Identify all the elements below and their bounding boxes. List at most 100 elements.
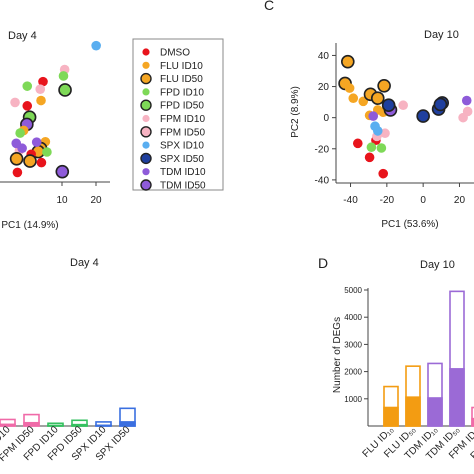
pca-day4-xlabel: PC1 (14.9%) — [1, 220, 58, 231]
ytick-label: 20 — [318, 82, 330, 93]
legend-marker — [140, 99, 152, 111]
bar-fill — [471, 417, 474, 427]
deg-day4-title: Day 4 — [70, 257, 99, 269]
pca-day10-ylabel: PC2 (8.9%) — [290, 86, 301, 138]
legend-box — [132, 38, 224, 191]
bar-fill — [449, 368, 465, 427]
legend-label: FLU ID10 — [160, 61, 203, 72]
scatter-point — [58, 71, 69, 81]
scatter-point — [31, 137, 42, 147]
scatter-point — [11, 138, 22, 149]
scatter-point — [36, 95, 46, 106]
legend-label: SPX ID10 — [160, 141, 204, 152]
legend-marker — [140, 179, 152, 191]
scatter-point — [344, 83, 355, 93]
ytick-label: -40 — [315, 175, 330, 186]
legend-marker — [142, 88, 150, 96]
scatter-point — [378, 168, 389, 179]
ytick-label: 0 — [323, 113, 329, 124]
scatter-point — [381, 98, 396, 113]
scatter-point — [38, 76, 48, 87]
legend-marker — [140, 152, 152, 165]
scatter-point — [91, 40, 101, 51]
xtick-label: -20 — [380, 195, 395, 206]
ytick-label: 40 — [318, 51, 330, 62]
scatter-point — [380, 128, 390, 139]
legend-label: FPD ID50 — [160, 101, 204, 112]
bar-fill — [23, 421, 40, 427]
bar-fill — [95, 424, 112, 427]
legend: DMSO FLU ID10 FLU ID50 FPD ID10 FPD ID50 FPM … — [132, 38, 224, 192]
legend-label: FPM ID10 — [160, 114, 205, 125]
scatter-point — [458, 112, 468, 123]
pca-day10-title: Day 10 — [424, 29, 459, 41]
pca-day4-xtick: 20 — [90, 195, 102, 206]
scatter-point — [35, 84, 46, 94]
deg-day10-ticks: 5000 4000 3000 2000 1000 — [344, 286, 368, 404]
legend-label: FPM ID50 — [160, 127, 205, 138]
pca-day4-xtick: 10 — [56, 195, 68, 206]
scatter-point — [416, 109, 430, 123]
panel-letter-c: C — [264, 0, 274, 13]
scatter-point — [12, 167, 23, 178]
ytick-label: -20 — [315, 144, 330, 155]
scatter-point — [22, 101, 33, 111]
scatter-point — [58, 83, 72, 97]
scatter-point — [366, 142, 377, 153]
xtick-label: 0 — [420, 195, 426, 206]
legend-marker — [140, 126, 152, 138]
legend-label: FLU ID50 — [160, 74, 203, 85]
scatter-point — [352, 138, 363, 149]
ytick-label: 1000 — [344, 395, 362, 404]
ytick-label: 4000 — [344, 313, 362, 322]
scatter-point — [42, 147, 52, 157]
xtick-label: -40 — [343, 195, 358, 206]
bar-fill — [71, 423, 88, 427]
ytick-label: 3000 — [344, 340, 362, 349]
bar-total — [471, 406, 474, 427]
legend-marker — [140, 72, 152, 85]
scatter-point — [368, 111, 379, 121]
scatter-point — [15, 128, 25, 138]
bar-fill — [0, 423, 16, 427]
scatter-point — [364, 152, 375, 163]
legend-label: TDM ID50 — [160, 181, 206, 192]
legend-marker — [142, 61, 150, 69]
pca-day4-points — [9, 40, 101, 179]
scatter-point — [55, 164, 70, 179]
scatter-point — [376, 143, 387, 153]
legend-marker — [142, 141, 150, 149]
bar-fill — [427, 397, 443, 427]
legend-label: SPX ID50 — [160, 154, 204, 165]
deg-day10-panel: D Day 10 Number of DEGs 5000 4000 3000 2000… — [318, 255, 474, 462]
scatter-point — [9, 152, 24, 166]
xtick-label: 20 — [454, 195, 466, 206]
legend-marker — [142, 48, 150, 56]
legend-marker — [142, 114, 150, 123]
deg-day10-ylabel: Number of DEGs — [332, 317, 343, 393]
scatter-point — [36, 157, 47, 168]
legend-label: TDM ID10 — [160, 167, 206, 178]
scatter-point — [370, 91, 385, 106]
scatter-point — [341, 54, 355, 69]
pca-day4-panel: Day 4 10 20 PC1 (14.9%) — [0, 30, 110, 231]
scatter-point — [10, 97, 20, 108]
ytick-label: 2000 — [344, 368, 362, 377]
pca-day10-points — [338, 54, 473, 179]
scatter-point — [461, 95, 472, 106]
deg-day10-title: Day 10 — [420, 259, 455, 271]
scatter-point — [22, 81, 33, 91]
legend-items: DMSO FLU ID10 FLU ID50 FPD ID10 FPD ID50 FPM … — [140, 48, 206, 192]
scatter-point — [398, 100, 408, 111]
bar-fill — [405, 396, 421, 427]
scatter-point — [370, 121, 380, 132]
scatter-point — [348, 93, 359, 104]
bar-fill — [383, 406, 399, 427]
legend-label: FPD ID10 — [160, 87, 204, 98]
scatter-point — [23, 154, 37, 168]
bar-fill — [119, 421, 136, 427]
ytick-label: 5000 — [344, 286, 362, 295]
pca-day10-xlabel: PC1 (53.6%) — [381, 219, 438, 230]
